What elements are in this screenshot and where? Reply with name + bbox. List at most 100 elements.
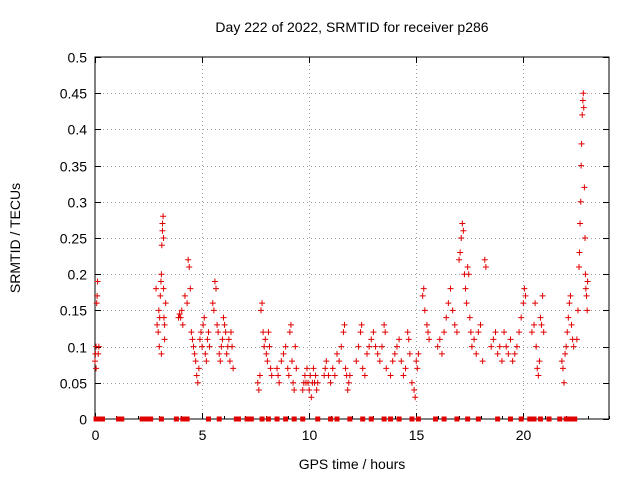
data-point — [340, 329, 347, 336]
chart-title: Day 222 of 2022, SRMTID for receiver p28… — [215, 19, 488, 35]
data-point — [342, 365, 349, 372]
data-point — [438, 350, 445, 357]
zero-marker — [158, 416, 164, 422]
data-point — [313, 387, 320, 394]
data-point — [331, 372, 338, 379]
data-point — [400, 372, 407, 379]
data-point — [570, 343, 577, 350]
data-point — [159, 220, 166, 227]
data-point — [156, 343, 163, 350]
data-point — [402, 365, 409, 372]
data-point — [344, 387, 351, 394]
data-point — [404, 329, 411, 336]
data-point — [368, 336, 375, 343]
data-point — [393, 343, 400, 350]
data-point — [505, 350, 512, 357]
x-tick-label: 10 — [302, 427, 318, 443]
data-point — [522, 292, 529, 299]
data-point — [540, 329, 547, 336]
data-point — [361, 372, 368, 379]
data-marks — [92, 90, 591, 422]
data-point — [188, 329, 195, 336]
data-point — [162, 300, 169, 307]
zero-marker — [433, 416, 439, 422]
data-point — [276, 379, 283, 386]
data-point — [312, 372, 319, 379]
data-point — [225, 336, 232, 343]
data-point — [304, 365, 311, 372]
zero-marker — [119, 416, 125, 422]
data-point — [186, 263, 193, 270]
data-point — [370, 329, 377, 336]
data-point — [264, 358, 271, 365]
data-point — [381, 321, 388, 328]
data-point — [456, 256, 463, 263]
data-point — [284, 365, 291, 372]
data-point — [577, 220, 584, 227]
data-point — [533, 343, 540, 350]
data-point — [227, 329, 234, 336]
y-tick-label: 0.4 — [68, 122, 88, 138]
data-point — [268, 372, 275, 379]
data-point — [583, 292, 590, 299]
data-point — [325, 372, 332, 379]
data-point — [513, 343, 520, 350]
zero-marker — [148, 416, 154, 422]
data-point — [496, 343, 503, 350]
data-point — [290, 379, 297, 386]
y-tick-label: 0.15 — [60, 303, 87, 319]
data-point — [287, 321, 294, 328]
data-point — [289, 358, 296, 365]
data-point — [467, 329, 474, 336]
data-point — [357, 329, 364, 336]
zero-marker — [315, 416, 321, 422]
data-point — [198, 329, 205, 336]
data-point — [259, 300, 266, 307]
data-point — [566, 300, 573, 307]
data-point — [275, 372, 282, 379]
data-point — [160, 285, 167, 292]
x-axis-label: GPS time / hours — [299, 456, 406, 472]
data-point — [154, 321, 161, 328]
data-point — [488, 343, 495, 350]
data-point — [205, 329, 212, 336]
data-point — [383, 365, 390, 372]
zero-marker — [527, 416, 533, 422]
data-point — [584, 278, 591, 285]
data-point — [561, 379, 568, 386]
data-point — [92, 358, 98, 365]
data-point — [492, 329, 499, 336]
zero-marker — [475, 416, 481, 422]
data-point — [568, 321, 575, 328]
data-point — [539, 292, 546, 299]
data-point — [155, 329, 162, 336]
data-point — [537, 314, 544, 321]
data-point — [378, 343, 385, 350]
data-point — [194, 379, 201, 386]
data-point — [405, 336, 412, 343]
data-point — [363, 350, 370, 357]
zero-marker — [531, 416, 537, 422]
data-point — [584, 307, 591, 314]
data-point — [95, 343, 102, 350]
x-tick-label: 20 — [516, 427, 532, 443]
data-point — [222, 329, 229, 336]
data-point — [159, 227, 166, 234]
zero-marker — [274, 416, 280, 422]
data-point — [411, 387, 418, 394]
data-point — [477, 321, 484, 328]
zero-marker — [328, 416, 334, 422]
zero-marker — [93, 416, 99, 422]
zero-marker — [572, 416, 578, 422]
data-point — [498, 358, 505, 365]
data-point — [260, 329, 267, 336]
data-point — [464, 263, 471, 270]
data-point — [580, 90, 587, 97]
x-tick-label: 0 — [92, 427, 100, 443]
data-point — [291, 387, 298, 394]
data-point — [308, 394, 315, 401]
data-point — [453, 329, 460, 336]
data-point — [329, 365, 336, 372]
zero-marker — [381, 416, 387, 422]
zero-marker — [248, 416, 254, 422]
